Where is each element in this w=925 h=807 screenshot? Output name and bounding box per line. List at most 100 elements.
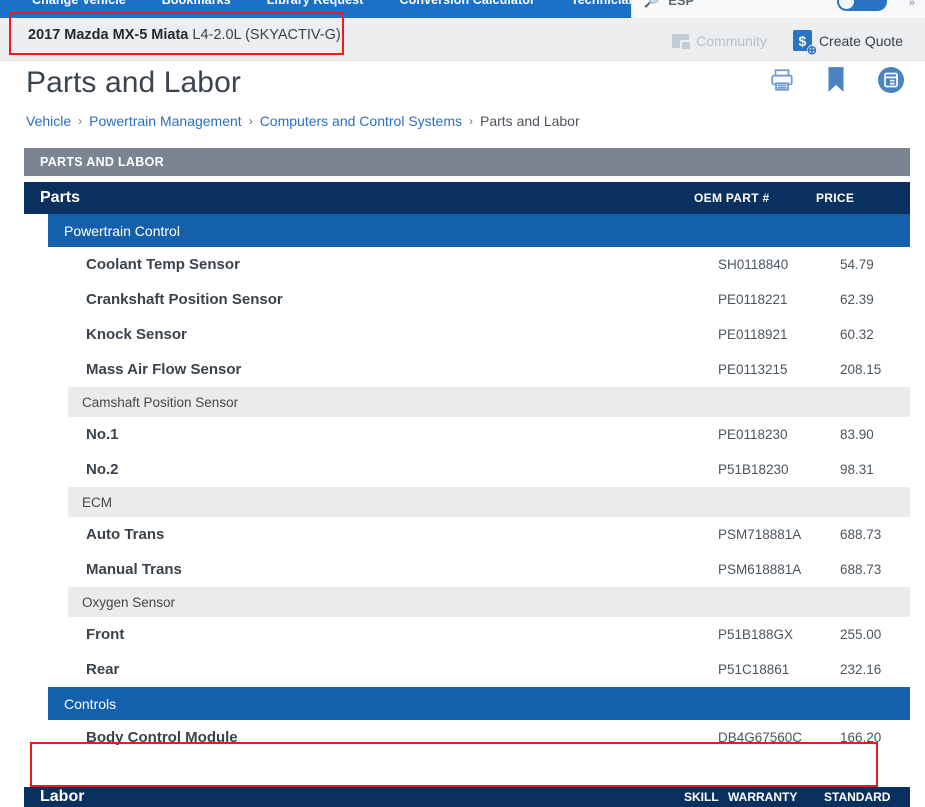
part-oem-number: PE0118921 — [718, 327, 788, 342]
breadcrumb-item-current: Parts and Labor — [480, 113, 580, 129]
part-oem-number: P51B18230 — [718, 462, 789, 477]
part-name: Coolant Temp Sensor — [86, 256, 240, 273]
parts-subgroup-label: Camshaft Position Sensor — [82, 394, 239, 410]
part-name: Body Control Module — [86, 729, 238, 746]
create-quote-label: Create Quote — [818, 32, 903, 49]
part-oem-number: P51B188GX — [718, 627, 794, 642]
page-action-icons — [769, 66, 905, 99]
part-price: 688.73 — [840, 562, 882, 577]
chevron-right-icon: › — [248, 114, 253, 128]
vehicle-bar: 2017 Mazda MX-5 Miata L4-2.0L (SKYACTIV-… — [0, 18, 925, 61]
vehicle-name: 2017 Mazda MX-5 Miata — [28, 27, 189, 43]
part-oem-number: DB4G67560C — [718, 730, 803, 745]
part-price: 688.73 — [840, 527, 882, 542]
notes-icon[interactable] — [877, 66, 905, 99]
parts-group-header: Controls — [48, 687, 910, 720]
table-row[interactable]: Front P51B188GX 255.00 — [68, 617, 910, 652]
selected-vehicle[interactable]: 2017 Mazda MX-5 Miata L4-2.0L (SKYACTIV-… — [28, 25, 341, 45]
parts-group-header: Powertrain Control — [48, 214, 910, 247]
table-row[interactable]: Coolant Temp Sensor SH0118840 54.79 — [68, 247, 910, 282]
labor-header-title: Labor — [40, 788, 85, 805]
breadcrumb-item-computers-and-control-systems[interactable]: Computers and Control Systems — [259, 113, 462, 129]
search-icon: 🔍 — [644, 0, 661, 8]
parts-group-label: Powertrain Control — [64, 222, 180, 239]
part-oem-number: PE0118221 — [718, 292, 788, 307]
column-header-skill: SKILL — [684, 790, 719, 804]
part-oem-number: PSM618881A — [718, 562, 802, 577]
parts-table-body: Powertrain Control Coolant Temp Sensor SH0… — [24, 214, 910, 755]
table-row[interactable]: Crankshaft Position Sensor PE0118221 62.39 — [68, 282, 910, 317]
parts-header-title: Parts — [40, 189, 81, 206]
search-term-text: ESP — [668, 0, 695, 8]
chevron-right-icon: › — [78, 114, 83, 128]
parts-group-label: Controls — [64, 695, 117, 712]
part-name: No.2 — [86, 461, 119, 478]
table-row[interactable]: Manual Trans PSM618881A 688.73 — [68, 552, 910, 587]
vehicle-bar-actions: Community $ Create Quote — [672, 30, 903, 56]
part-name: Auto Trans — [86, 526, 165, 543]
part-name: Knock Sensor — [86, 326, 187, 343]
table-row[interactable]: Knock Sensor PE0118921 60.32 — [68, 317, 910, 352]
part-price: 60.32 — [840, 327, 874, 342]
part-price: 166.20 — [840, 730, 882, 745]
part-name: Front — [86, 626, 125, 643]
column-header-warranty: WARRANTY — [728, 790, 798, 804]
part-name: Crankshaft Position Sensor — [86, 291, 283, 308]
table-row[interactable]: Mass Air Flow Sensor PE0113215 208.15 — [68, 352, 910, 387]
column-header-standard: STANDARD — [824, 790, 891, 804]
breadcrumb: Vehicle › Powertrain Management › Comput… — [26, 113, 580, 129]
breadcrumb-item-vehicle[interactable]: Vehicle — [26, 113, 72, 129]
parts-subgroup-header: Oxygen Sensor — [68, 587, 910, 617]
table-row[interactable]: No.2 P51B18230 98.31 — [68, 452, 910, 487]
parts-subgroup-label: ECM — [82, 494, 112, 510]
nav-item-technicians-reference[interactable]: Technicians Refer — [570, 0, 680, 7]
breadcrumb-item-powertrain-management[interactable]: Powertrain Management — [89, 113, 242, 129]
parts-table-header: Parts OEM PART # PRICE — [24, 182, 910, 214]
part-name: Manual Trans — [86, 561, 182, 578]
part-name: Rear — [86, 661, 120, 678]
part-price: 255.00 — [840, 627, 882, 642]
part-oem-number: PE0113215 — [718, 362, 788, 377]
part-price: 208.15 — [840, 362, 882, 377]
part-oem-number: PE0118230 — [718, 427, 788, 442]
table-row[interactable]: No.1 PE0118230 83.90 — [68, 417, 910, 452]
toggle-switch[interactable] — [837, 0, 887, 11]
nav-item-bookmarks[interactable]: Bookmarks — [161, 0, 231, 7]
community-button[interactable]: Community — [672, 32, 767, 51]
nav-item-library-request[interactable]: Library Request — [266, 0, 364, 7]
part-name: Mass Air Flow Sensor — [86, 361, 242, 378]
community-label: Community — [696, 32, 767, 49]
part-price: 62.39 — [840, 292, 874, 307]
chat-icon — [672, 33, 693, 51]
parts-subgroup-label: Oxygen Sensor — [82, 594, 176, 610]
part-price: 83.90 — [840, 427, 874, 442]
chevron-right-icon[interactable]: » — [908, 0, 915, 9]
dollar-document-icon: $ — [792, 30, 817, 56]
column-header-oem-part: OEM PART # — [694, 191, 770, 205]
nav-item-conversion-calculator[interactable]: Conversion Calculator — [399, 0, 535, 7]
table-row[interactable]: Body Control Module DB4G67560C 166.20 — [68, 720, 910, 755]
labor-table-header: Labor SKILL WARRANTY STANDARD — [24, 787, 910, 807]
part-oem-number: SH0118840 — [718, 257, 789, 272]
nav-item-change-vehicle[interactable]: Change Vehicle — [32, 0, 126, 7]
part-oem-number: PSM718881A — [718, 527, 802, 542]
search-overlay-panel[interactable]: 🔍 ESP » — [631, 0, 925, 19]
parts-subgroup-header: ECM — [68, 487, 910, 517]
part-price: 232.16 — [840, 662, 882, 677]
part-name: No.1 — [86, 426, 119, 443]
table-row[interactable]: Auto Trans PSM718881A 688.73 — [68, 517, 910, 552]
print-icon[interactable] — [769, 67, 795, 98]
column-header-price: PRICE — [816, 191, 855, 205]
table-row[interactable]: Rear P51C18861 232.16 — [68, 652, 910, 687]
chevron-right-icon: › — [469, 114, 473, 128]
part-oem-number: P51C18861 — [718, 662, 790, 677]
part-price: 54.79 — [840, 257, 874, 272]
parts-subgroup-header: Camshaft Position Sensor — [68, 387, 910, 417]
part-price: 98.31 — [840, 462, 874, 477]
create-quote-button[interactable]: $ Create Quote — [792, 30, 903, 56]
page-title: Parts and Labor — [26, 66, 241, 99]
bookmark-icon[interactable] — [824, 66, 848, 99]
vehicle-engine: L4-2.0L (SKYACTIV-G) — [192, 27, 341, 43]
section-bar-parts-and-labor: PARTS AND LABOR — [24, 148, 910, 176]
